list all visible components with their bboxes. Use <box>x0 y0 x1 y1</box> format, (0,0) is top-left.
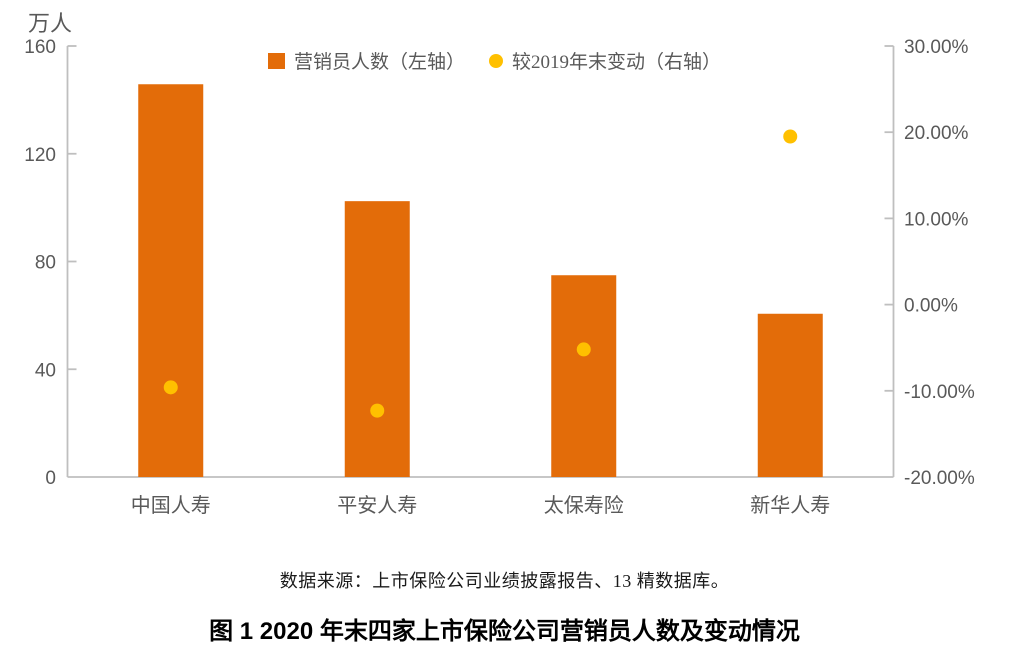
change-dot-新华人寿 <box>783 129 798 144</box>
left-axis-tick-label: 120 <box>24 145 56 166</box>
left-axis-tick-label: 0 <box>45 468 56 489</box>
legend-label-agents: 营销员人数（左轴） <box>294 52 466 73</box>
right-axis-tick-label: 20.00% <box>904 123 969 144</box>
change-dot-太保寿险 <box>576 342 591 357</box>
right-axis-tick-label: -20.00% <box>904 468 975 489</box>
category-label-新华人寿: 新华人寿 <box>750 494 830 517</box>
bar-series-swatch-icon <box>268 52 285 69</box>
legend-item-change: 较2019年末变动（右轴） <box>489 47 721 74</box>
dot-series-swatch-icon <box>489 53 504 68</box>
left-axis-tick-label: 80 <box>35 253 56 274</box>
bar-中国人寿 <box>138 84 204 477</box>
left-axis-tick-label: 160 <box>24 37 56 58</box>
combo-chart-plot: 0 40 80 120 160 -20.00% -10.00% 0.00% 10.00% 20.0… <box>24 37 975 517</box>
figure-caption: 图 1 2020 年末四家上市保险公司营销员人数及变动情况 <box>209 618 800 645</box>
category-label-太保寿险: 太保寿险 <box>544 494 624 517</box>
bar-太保寿险 <box>551 275 617 477</box>
left-axis-tick-label: 40 <box>35 360 56 381</box>
right-axis-tick-label: 0.00% <box>904 296 958 317</box>
legend-label-change: 较2019年末变动（右轴） <box>512 52 722 73</box>
chart-legend: 营销员人数（左轴） 较2019年末变动（右轴） <box>268 47 721 74</box>
right-axis-tick-label: 10.00% <box>904 209 969 230</box>
left-axis-unit-label: 万人 <box>28 11 73 36</box>
bar-新华人寿 <box>757 313 823 477</box>
category-label-平安人寿: 平安人寿 <box>337 494 417 517</box>
right-axis-tick-label: 30.00% <box>904 37 969 58</box>
change-dot-平安人寿 <box>370 403 385 418</box>
right-axis-tick-label: -10.00% <box>904 382 975 403</box>
change-dot-中国人寿 <box>163 380 178 395</box>
category-label-中国人寿: 中国人寿 <box>131 494 211 517</box>
legend-item-agents: 营销员人数（左轴） <box>268 47 465 74</box>
bar-平安人寿 <box>344 201 410 477</box>
data-source-text: 数据来源：上市保险公司业绩披露报告、13 精数据库。 <box>279 571 730 591</box>
